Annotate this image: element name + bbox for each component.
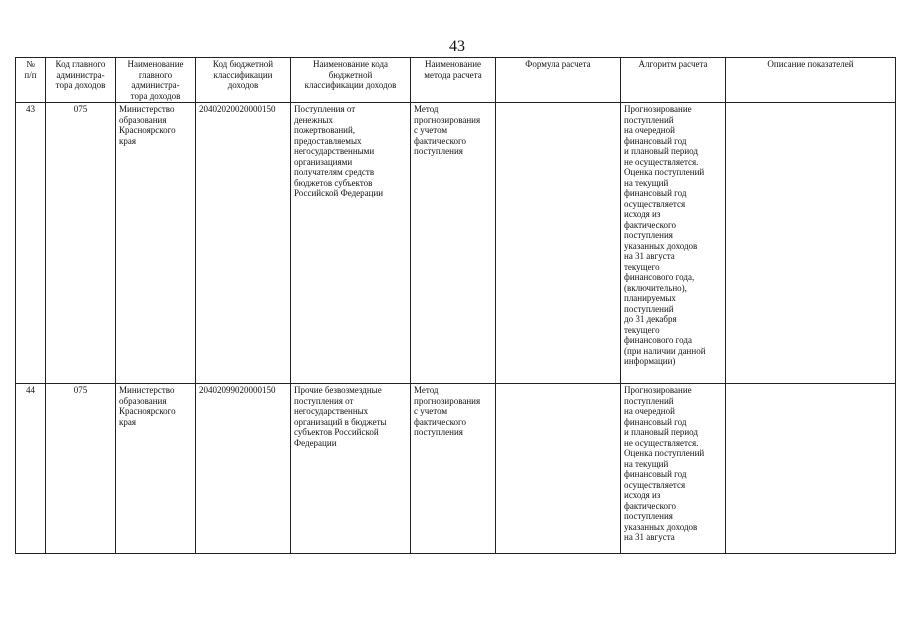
cell-num: 43: [15, 102, 46, 384]
header-formula: Формула расчета: [495, 57, 621, 103]
cell-kbk: 20402099020000150: [195, 383, 291, 554]
cell-admin-code: 075: [45, 102, 116, 384]
page-number: 43: [449, 38, 465, 55]
header-num: № п/п: [15, 57, 46, 103]
table-header-row: № п/п Код главного администра- тора дохо…: [15, 57, 896, 103]
cell-kbk-name: Прочие безвозмездные поступления от него…: [290, 383, 411, 554]
table-row: 43 075 Министерство образования Краснояр…: [15, 102, 896, 384]
table-row: 44 075 Министерство образования Краснояр…: [15, 383, 896, 554]
cell-kbk: 20402020020000150: [195, 102, 291, 384]
cell-kbk-name: Поступления от денежных пожертвований, п…: [290, 102, 411, 384]
cell-description: [725, 383, 896, 554]
header-kbk-name: Наименование кода бюджетной классификаци…: [290, 57, 411, 103]
header-method: Наименование метода расчета: [410, 57, 496, 103]
cell-admin-code: 075: [45, 383, 116, 554]
header-description: Описание показателей: [725, 57, 896, 103]
header-admin-name: Наименование главного администра- тора д…: [115, 57, 196, 103]
cell-description: [725, 102, 896, 384]
cell-admin-name: Министерство образования Красноярского к…: [115, 383, 196, 554]
cell-admin-name: Министерство образования Красноярского к…: [115, 102, 196, 384]
header-admin-code: Код главного администра- тора доходов: [45, 57, 116, 103]
cell-algorithm: Прогнозирование поступлений на очередной…: [620, 102, 726, 384]
cell-algorithm: Прогнозирование поступлений на очередной…: [620, 383, 726, 554]
header-kbk: Код бюджетной классификации доходов: [195, 57, 291, 103]
cell-method: Метод прогнозирования с учетом фактическ…: [410, 383, 496, 554]
cell-method: Метод прогнозирования с учетом фактическ…: [410, 102, 496, 384]
header-algorithm: Алгоритм расчета: [620, 57, 726, 103]
cell-formula: [495, 102, 621, 384]
cell-formula: [495, 383, 621, 554]
cell-num: 44: [15, 383, 46, 554]
revenue-forecast-table: № п/п Код главного администра- тора дохо…: [15, 57, 896, 554]
